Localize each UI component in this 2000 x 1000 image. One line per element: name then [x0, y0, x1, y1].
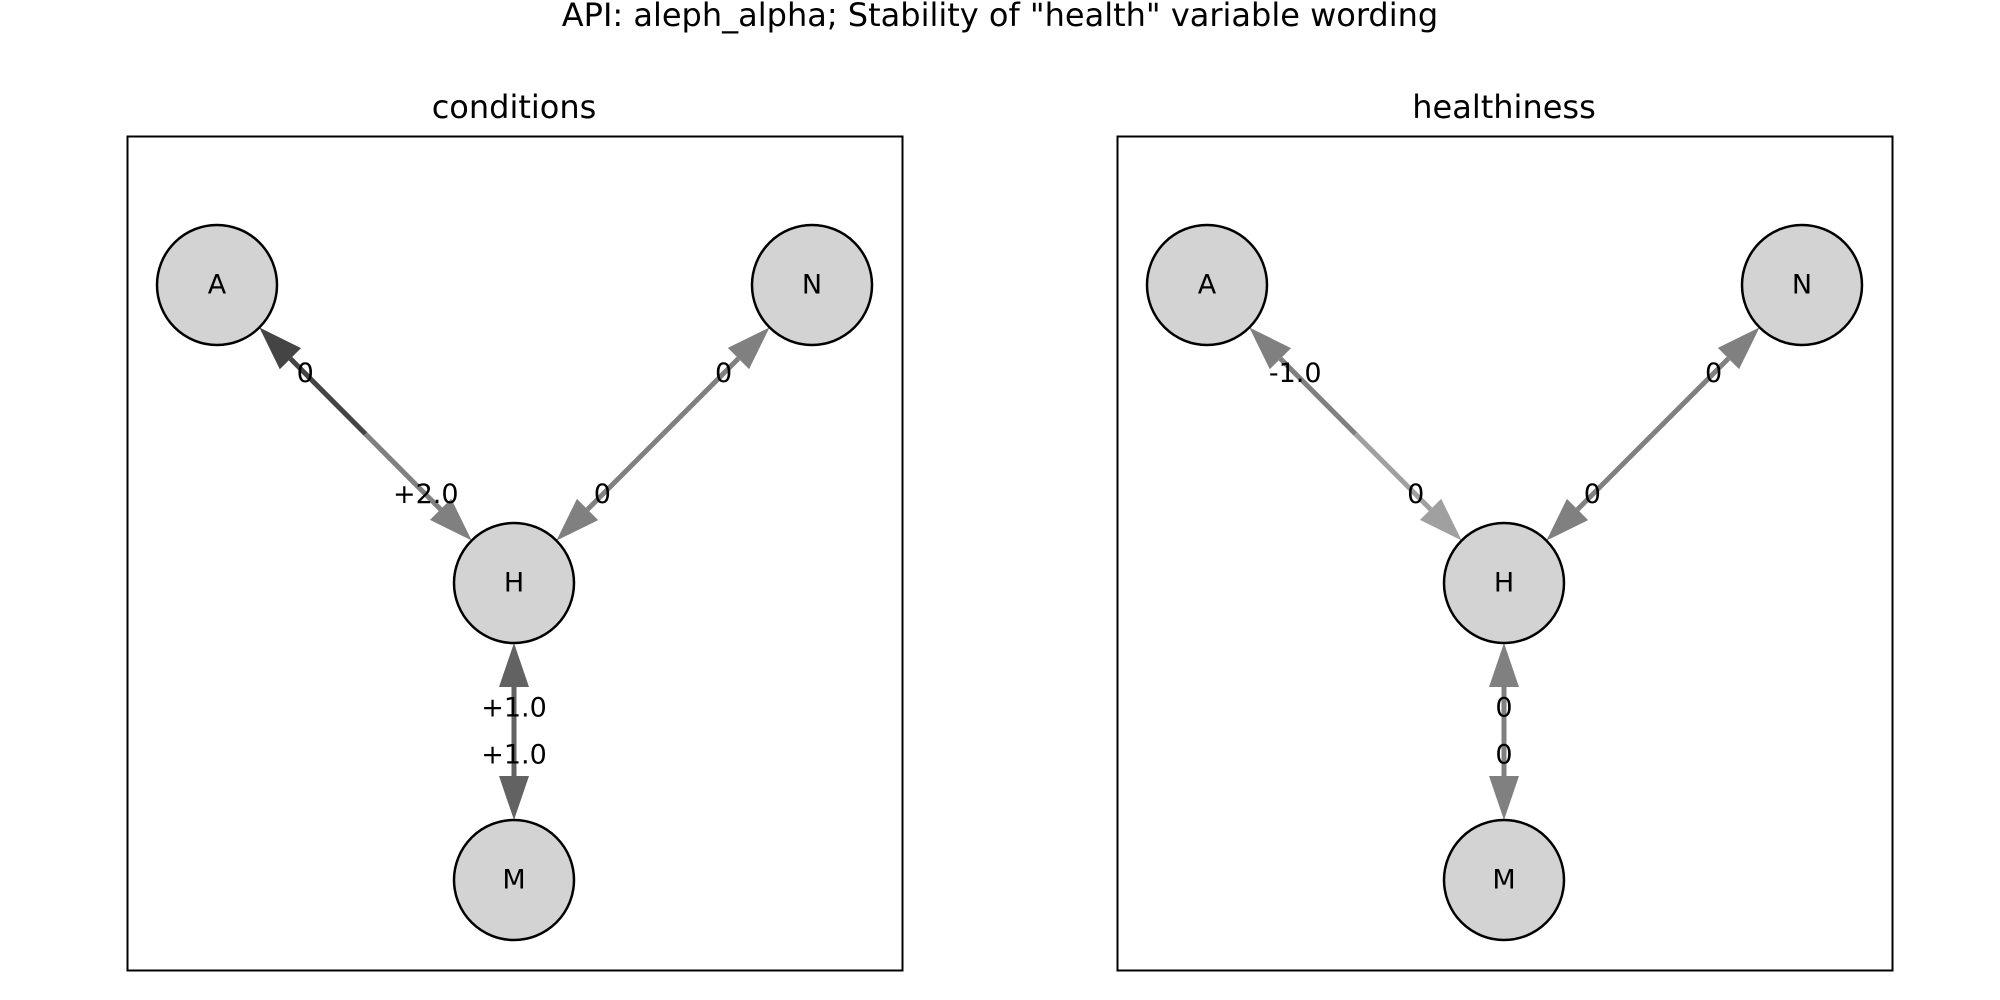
edge-label: 0 — [1407, 479, 1424, 510]
node-circle — [452, 818, 576, 942]
edge-shaft — [1278, 356, 1358, 436]
edge-H-to-A — [1249, 327, 1358, 436]
edge-label-layer: +2.0 0 0 0 +1.0 +1.0 — [297, 358, 733, 771]
node-label: M — [502, 865, 525, 896]
edge-shaft — [363, 432, 443, 512]
arrowhead — [499, 776, 529, 820]
panel-title: healthiness — [1412, 88, 1596, 126]
arrowhead — [1489, 643, 1519, 687]
node-circle — [1145, 223, 1269, 347]
edge-label: +1.0 — [481, 740, 547, 771]
edge-shaft — [288, 356, 368, 436]
node-label: A — [1198, 270, 1217, 301]
arrowhead — [727, 327, 770, 370]
panel-frame — [126, 135, 904, 972]
node-label: N — [802, 270, 822, 301]
node-label: H — [504, 568, 524, 599]
node-label: H — [1494, 568, 1514, 599]
edge-label: 0 — [715, 358, 732, 389]
edge-H-to-M — [499, 731, 529, 820]
edge-A-to-H — [1353, 432, 1462, 541]
node-N: N — [1740, 223, 1864, 347]
edge-label: 0 — [1705, 358, 1722, 389]
panel-frame — [1116, 135, 1894, 972]
edge-H-to-N — [661, 327, 770, 436]
edge-N-to-H — [556, 432, 665, 541]
node-circle — [155, 223, 279, 347]
node-M: M — [452, 818, 576, 942]
edge-M-to-H — [1489, 643, 1519, 732]
edge-H-to-M — [1489, 731, 1519, 820]
edge-shaft — [1353, 432, 1433, 512]
arrowhead — [1419, 498, 1462, 541]
edge-A-to-H — [363, 432, 472, 541]
arrowhead — [1717, 327, 1760, 370]
edge-label: +1.0 — [481, 693, 547, 724]
edge-label: -1.0 — [1269, 358, 1322, 389]
edge-shaft — [1651, 356, 1731, 436]
figure-title: API: aleph_alpha; Stability of "health" … — [562, 0, 1438, 34]
node-label: M — [1492, 865, 1515, 896]
edge-label: +2.0 — [393, 479, 459, 510]
node-circle — [1442, 521, 1566, 645]
edge-shaft — [585, 432, 665, 512]
arrowhead — [1249, 327, 1292, 370]
node-circle — [1442, 818, 1566, 942]
node-H: H — [452, 521, 576, 645]
node-H: H — [1442, 521, 1566, 645]
edge-label: 0 — [1584, 479, 1601, 510]
edge-label: 0 — [594, 479, 611, 510]
edge-M-to-H — [499, 643, 529, 732]
panel-conditions: conditions A N H M +2.0 0 0 0 +1.0 +1.0 — [126, 88, 904, 972]
node-label: A — [208, 270, 227, 301]
edge-shaft — [661, 356, 741, 436]
arrowhead — [259, 327, 302, 370]
edge-N-to-H — [1546, 432, 1655, 541]
edge-label: 0 — [297, 358, 314, 389]
arrowhead — [1489, 776, 1519, 820]
node-circle — [452, 521, 576, 645]
arrowhead — [1546, 498, 1589, 541]
node-A: A — [1145, 223, 1269, 347]
node-A: A — [155, 223, 279, 347]
node-label: N — [1792, 270, 1812, 301]
arrowhead — [499, 643, 529, 687]
node-N: N — [750, 223, 874, 347]
node-layer: A N H M — [1145, 223, 1864, 942]
edge-H-to-A — [259, 327, 368, 436]
arrowhead — [429, 498, 472, 541]
edge-shaft — [1575, 432, 1655, 512]
edge-label: 0 — [1495, 693, 1512, 724]
node-M: M — [1442, 818, 1566, 942]
edge-layer — [1249, 327, 1760, 820]
arrowhead — [556, 498, 599, 541]
edge-label: 0 — [1495, 740, 1512, 771]
node-layer: A N H M — [155, 223, 874, 942]
node-circle — [750, 223, 874, 347]
node-circle — [1740, 223, 1864, 347]
panel-healthiness: healthiness A N H M 0 -1.0 0 0 0 0 — [1116, 88, 1894, 972]
edge-H-to-N — [1651, 327, 1760, 436]
edge-layer — [259, 327, 770, 820]
edge-label-layer: 0 -1.0 0 0 0 0 — [1269, 358, 1722, 771]
panel-title: conditions — [432, 88, 597, 126]
